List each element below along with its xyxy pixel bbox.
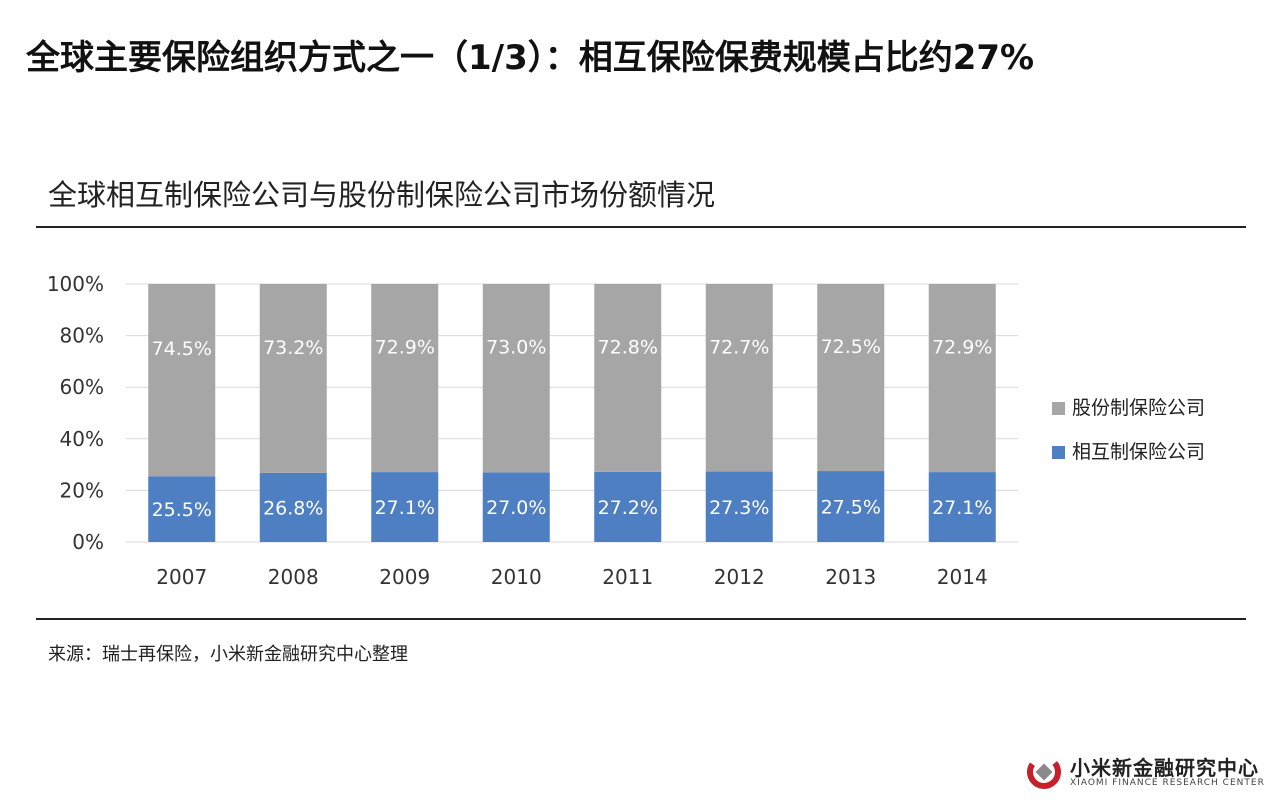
bar-mutual-2012 — [705, 471, 773, 542]
bar-mutual-2011 — [594, 471, 662, 542]
data-label: 27.5% — [821, 497, 881, 519]
bar-mutual-2013 — [817, 471, 885, 542]
data-label: 72.7% — [709, 336, 769, 358]
x-tick-label: 2010 — [491, 565, 542, 589]
bottom-divider — [36, 618, 1246, 620]
y-tick-label: 20% — [60, 478, 104, 502]
chart-title: 全球相互制保险公司与股份制保险公司市场份额情况 — [48, 178, 716, 212]
bar-mutual-2007 — [148, 476, 216, 542]
y-tick-label: 60% — [60, 375, 104, 399]
data-label: 72.9% — [932, 337, 992, 359]
bar-stock-2012 — [705, 284, 773, 472]
data-label: 27.2% — [598, 497, 658, 519]
brand-mark-icon — [1027, 755, 1061, 789]
legend-label: 股份制保险公司 — [1072, 397, 1205, 419]
legend-swatch — [1052, 446, 1065, 459]
brand-logo: 小米新金融研究中心 XIAOMI FINANCE RESEARCH CENTER — [1026, 752, 1266, 796]
y-tick-label: 0% — [72, 530, 104, 554]
brand-subtitle: XIAOMI FINANCE RESEARCH CENTER — [1070, 778, 1265, 788]
x-tick-label: 2012 — [714, 565, 765, 589]
data-label: 27.3% — [709, 497, 769, 519]
y-tick-label: 40% — [60, 427, 104, 451]
legend-label: 相互制保险公司 — [1072, 441, 1205, 463]
bar-mutual-2010 — [482, 472, 550, 542]
x-tick-label: 2011 — [602, 565, 653, 589]
bar-mutual-2009 — [371, 472, 439, 542]
y-tick-label: 80% — [60, 324, 104, 348]
data-label: 73.2% — [263, 337, 323, 359]
x-tick-label: 2008 — [268, 565, 319, 589]
brand-name: 小米新金融研究中心 — [1070, 756, 1259, 780]
data-label: 27.0% — [486, 497, 546, 519]
bar-stock-2010 — [482, 284, 550, 473]
data-label: 74.5% — [152, 338, 212, 360]
x-tick-label: 2013 — [825, 565, 876, 589]
bar-mutual-2008 — [259, 472, 327, 542]
source-note: 来源：瑞士再保险，小米新金融研究中心整理 — [48, 644, 408, 665]
top-divider — [36, 226, 1246, 228]
data-label: 25.5% — [152, 499, 212, 521]
data-label: 26.8% — [263, 497, 323, 519]
bar-stock-2011 — [594, 284, 662, 472]
legend-swatch — [1052, 402, 1065, 415]
bar-stock-2014 — [928, 284, 996, 473]
bar-stock-2008 — [259, 284, 327, 473]
data-label: 72.9% — [375, 337, 435, 359]
data-label: 72.5% — [821, 336, 881, 358]
data-label: 73.0% — [486, 337, 546, 359]
y-tick-label: 100% — [47, 272, 104, 296]
page-title: 全球主要保险组织方式之一（1/3）：相互保险保费规模占比约27% — [26, 38, 1035, 78]
x-tick-label: 2014 — [937, 565, 988, 589]
bar-mutual-2014 — [928, 472, 996, 542]
bar-stock-2007 — [148, 284, 216, 477]
data-label: 27.1% — [375, 497, 435, 519]
x-tick-label: 2007 — [156, 565, 207, 589]
bar-stock-2009 — [371, 284, 439, 473]
data-label: 27.1% — [932, 497, 992, 519]
data-label: 72.8% — [598, 336, 658, 358]
x-tick-label: 2009 — [379, 565, 430, 589]
bar-stock-2013 — [817, 284, 885, 472]
